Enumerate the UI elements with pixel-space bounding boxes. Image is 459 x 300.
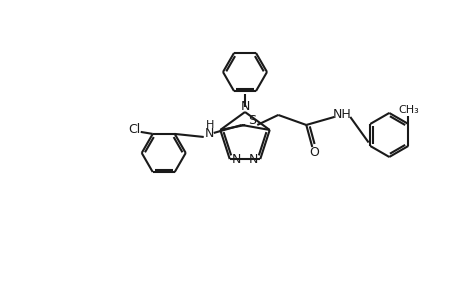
Text: S: S [248, 115, 256, 128]
Text: H: H [205, 120, 213, 130]
Text: Cl: Cl [129, 123, 140, 136]
Text: O: O [308, 146, 319, 160]
Text: N: N [240, 100, 249, 112]
Text: NH: NH [332, 109, 351, 122]
Text: CH₃: CH₃ [397, 105, 418, 115]
Text: N: N [231, 152, 241, 166]
Text: N: N [248, 152, 257, 166]
Text: N: N [205, 128, 214, 140]
